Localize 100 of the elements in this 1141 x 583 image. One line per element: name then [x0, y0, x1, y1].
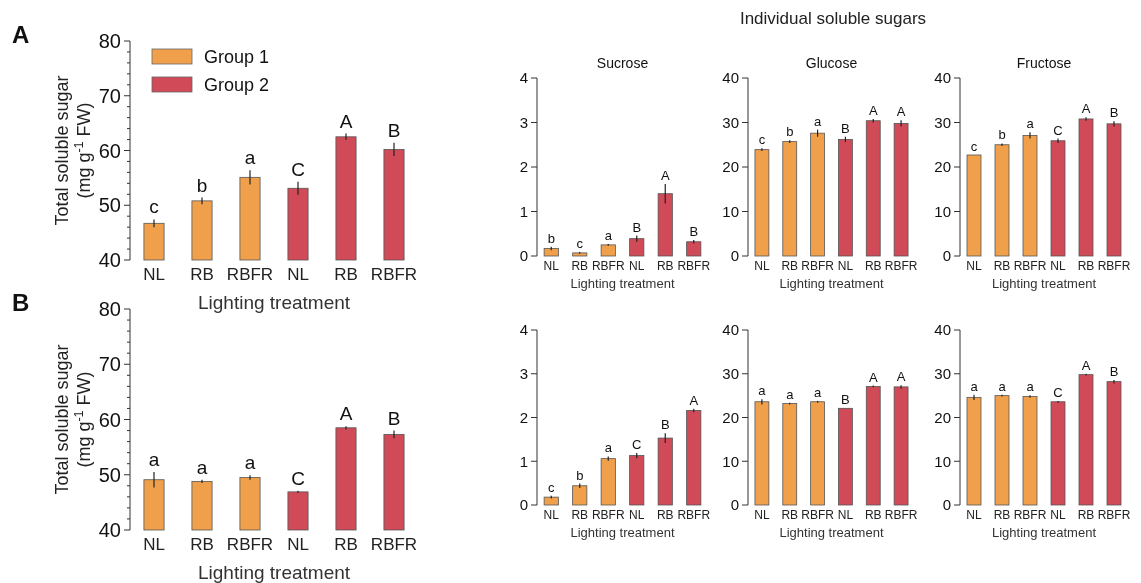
- y-tick-label: 40: [722, 69, 739, 87]
- data-label: B: [1109, 363, 1119, 379]
- y-tick-label: 40: [98, 249, 121, 271]
- x-tick-label: RBFR: [801, 508, 835, 522]
- x-tick-label: RBFR: [884, 259, 918, 273]
- x-tick-label: RB: [656, 259, 674, 273]
- x-tick-label: NL: [543, 508, 560, 522]
- x-tick-label: NL: [629, 508, 645, 522]
- y-tick-label: 70: [98, 353, 121, 376]
- y-tick-label: 0: [942, 247, 951, 265]
- y-tick-label: 1: [519, 452, 528, 470]
- x-tick-label: RB: [1077, 259, 1095, 273]
- y-tick-label: 60: [98, 408, 121, 431]
- legend-label: Group 2: [204, 75, 270, 96]
- x-tick-label: RB: [571, 508, 589, 522]
- bar: [782, 403, 798, 506]
- bar: [893, 386, 909, 506]
- bar: [657, 437, 673, 506]
- x-tick-label: NL: [543, 259, 560, 273]
- bar: [754, 149, 770, 257]
- bar: [994, 144, 1010, 257]
- bar: [838, 407, 853, 506]
- bar: [543, 496, 559, 506]
- bar: [1050, 140, 1066, 257]
- data-label: c: [576, 235, 584, 251]
- bar: [600, 458, 616, 506]
- bar: [1022, 396, 1038, 506]
- data-label: a: [196, 456, 208, 478]
- y-tick-label: 20: [934, 408, 951, 426]
- data-label: b: [547, 230, 555, 246]
- data-label: B: [841, 392, 850, 408]
- x-tick-label: NL: [143, 265, 165, 284]
- data-label: c: [970, 138, 978, 154]
- y-tick-label: 20: [934, 158, 951, 176]
- y-tick-label: 40: [934, 321, 951, 339]
- data-label: B: [387, 119, 401, 141]
- data-label: A: [339, 403, 353, 425]
- x-tick-label: NL: [1050, 259, 1066, 273]
- x-tick-label: NL: [837, 259, 854, 273]
- x-tick-label: RB: [781, 508, 799, 522]
- y-tick-label: 0: [730, 247, 739, 265]
- bar: [1050, 401, 1066, 506]
- y-tick-label: 40: [722, 321, 739, 339]
- x-tick-label: RB: [334, 535, 358, 554]
- bar: [1022, 135, 1038, 257]
- x-axis-title: Lighting treatment: [779, 276, 884, 291]
- y-tick-label: 4: [519, 69, 528, 87]
- x-tick-label: RBFR: [801, 259, 835, 273]
- data-label: C: [291, 467, 305, 489]
- x-tick-label: RBFR: [677, 508, 711, 522]
- y-tick-label: 2: [519, 408, 528, 426]
- y-tick-label: 0: [519, 496, 528, 514]
- bar: [994, 395, 1010, 506]
- bar: [782, 141, 798, 257]
- x-tick-label: NL: [629, 259, 645, 273]
- data-label: C: [291, 158, 305, 180]
- data-label: A: [868, 102, 878, 118]
- x-tick-label: RBFR: [226, 535, 274, 554]
- x-axis-title: Lighting treatment: [197, 292, 351, 313]
- y-tick-label: 0: [519, 247, 528, 265]
- x-tick-label: NL: [287, 265, 309, 284]
- y-tick-label: 1: [519, 202, 528, 220]
- data-label: a: [998, 378, 1007, 394]
- y-tick-label: 10: [934, 202, 951, 220]
- data-label: A: [1081, 101, 1091, 117]
- data-label: b: [576, 467, 584, 483]
- x-tick-label: RBFR: [591, 259, 625, 273]
- data-label: A: [868, 369, 878, 385]
- data-label: A: [689, 392, 699, 408]
- bar: [754, 401, 770, 506]
- bar: [600, 244, 616, 257]
- x-tick-label: RBFR: [1097, 508, 1131, 522]
- x-tick-label: NL: [143, 535, 165, 554]
- data-label: c: [149, 196, 159, 218]
- data-label: a: [813, 113, 822, 129]
- x-tick-label: RB: [656, 508, 674, 522]
- data-label: A: [1081, 357, 1091, 373]
- y-tick-label: 20: [722, 158, 739, 176]
- y-tick-label: 30: [934, 113, 951, 131]
- x-axis-title: Lighting treatment: [570, 276, 675, 291]
- y-tick-label: 10: [722, 452, 739, 470]
- chart-title: Fructose: [1016, 55, 1072, 71]
- bar: [810, 132, 825, 257]
- data-label: a: [758, 383, 767, 399]
- bar: [686, 241, 702, 257]
- x-axis-title: Lighting treatment: [991, 525, 1097, 540]
- y-tick-label: 80: [98, 298, 121, 320]
- bar: [629, 455, 645, 506]
- data-label: B: [632, 219, 642, 235]
- bar: [1106, 381, 1122, 506]
- y-tick-label: 50: [98, 463, 121, 486]
- bar: [1078, 374, 1094, 506]
- bar: [966, 396, 982, 506]
- data-label: B: [689, 223, 699, 239]
- y-tick-label: 30: [934, 365, 951, 382]
- text: Individual soluble sugars: [739, 9, 927, 28]
- legend-label: Group 1: [204, 47, 270, 68]
- data-label: c: [548, 479, 555, 495]
- bar: [1106, 123, 1122, 257]
- x-tick-label: RB: [864, 259, 882, 273]
